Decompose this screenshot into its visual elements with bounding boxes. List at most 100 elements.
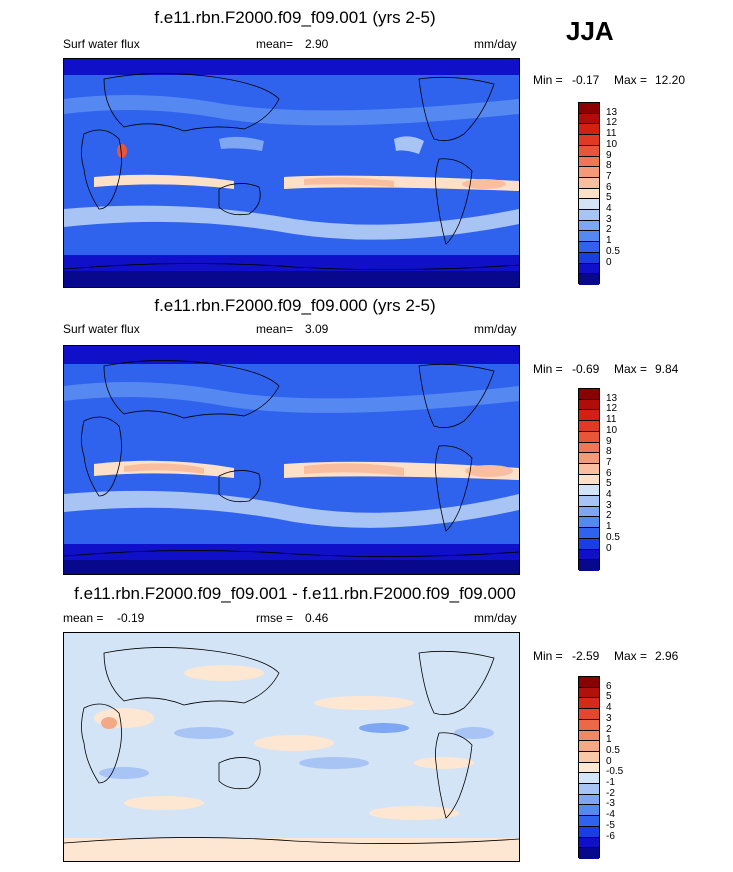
panel-3-rmse-label: rmse =	[256, 611, 294, 625]
colorbar-tick-label: -4	[606, 809, 615, 821]
colorbar-tick-label: 6	[606, 181, 612, 193]
colorbar-tick-label: 10	[606, 424, 618, 436]
panel-2-map-svg	[64, 346, 519, 574]
panel-1-min-label: Min =	[533, 73, 563, 87]
panel-1-map-svg	[64, 59, 519, 287]
colorbar-swatch	[579, 837, 599, 849]
colorbar-swatch	[579, 188, 599, 200]
colorbar-swatch	[579, 496, 599, 507]
colorbar-tick-label: 12	[606, 403, 618, 415]
colorbar-tick-label: 2	[606, 723, 612, 735]
colorbar-swatch	[579, 242, 599, 253]
colorbar-swatch	[579, 177, 599, 189]
colorbar-tick-label: 1	[606, 235, 612, 247]
panel-1-map	[63, 58, 520, 288]
colorbar-swatch	[579, 719, 599, 731]
colorbar-tick-label: -6	[606, 830, 615, 842]
colorbar-tick-label: 5	[606, 691, 612, 703]
colorbar-swatch	[579, 549, 599, 561]
colorbar-swatch	[579, 709, 599, 720]
colorbar-swatch	[579, 741, 599, 752]
panel-2-mean-label: mean=	[256, 322, 294, 336]
colorbar-tick-label: 0	[606, 256, 612, 268]
panel-1-min-value: -0.17	[572, 73, 600, 87]
colorbar-tick-label: 4	[606, 702, 612, 714]
panel-2-variable-label: Surf water flux	[63, 322, 140, 336]
colorbar-swatch	[579, 231, 599, 243]
panel-2-max-label: Max =	[614, 362, 648, 376]
colorbar-tick-label: 10	[606, 138, 618, 150]
colorbar-swatch	[579, 677, 599, 688]
colorbar-tick-label: 13	[606, 106, 618, 118]
colorbar-swatch	[579, 773, 599, 785]
panel-2-units: mm/day	[474, 322, 517, 336]
colorbar-swatch	[579, 485, 599, 497]
panel-3-min-value: -2.59	[572, 649, 600, 663]
colorbar-swatch	[579, 698, 599, 710]
colorbar-swatch	[579, 517, 599, 529]
colorbar-tick-label: 7	[606, 170, 612, 182]
panel-3-map-svg	[64, 633, 519, 861]
panel-2-map	[63, 345, 520, 575]
colorbar-tick-label: 1	[606, 734, 612, 746]
colorbar-tick-label: 1	[606, 521, 612, 533]
colorbar-tick-label: -3	[606, 798, 615, 810]
colorbar-swatch	[579, 410, 599, 422]
colorbar-swatch	[579, 474, 599, 486]
colorbar-tick-label: 11	[606, 128, 617, 140]
colorbar-swatch	[579, 826, 599, 838]
colorbar-tick-label: 4	[606, 203, 612, 215]
panel-1-mean-label: mean=	[256, 37, 294, 51]
colorbar-tick-label: 6	[606, 467, 612, 479]
colorbar-tick-label: 13	[606, 392, 618, 404]
colorbar-tick-label: 4	[606, 489, 612, 501]
panel-3-max-value: 2.96	[655, 649, 679, 663]
colorbar-tick-label: 5	[606, 192, 612, 204]
panel-2-max-value: 9.84	[655, 362, 679, 376]
colorbar-swatch	[579, 794, 599, 806]
colorbar-swatch	[579, 528, 599, 539]
colorbar-tick-label: 6	[606, 680, 612, 692]
colorbar-swatch	[579, 389, 599, 400]
colorbar-swatch	[579, 103, 599, 114]
colorbar-swatch	[579, 560, 599, 571]
panel-1-units: mm/day	[474, 37, 517, 51]
colorbar-tick-label: 0	[606, 542, 612, 554]
colorbar-swatch	[579, 263, 599, 275]
panel-2-colorbar	[578, 388, 600, 571]
colorbar-swatch	[579, 730, 599, 742]
colorbar-tick-label: 5	[606, 478, 612, 490]
colorbar-swatch	[579, 156, 599, 168]
colorbar-tick-label: 0.5	[606, 744, 620, 756]
colorbar-swatch	[579, 784, 599, 795]
panel-3-mean-label: mean =	[63, 611, 104, 625]
colorbar-tick-label: 8	[606, 446, 612, 458]
panel-3-map	[63, 632, 520, 862]
colorbar-swatch	[579, 421, 599, 432]
colorbar-swatch	[579, 453, 599, 464]
colorbar-tick-label: 0.5	[606, 531, 620, 543]
colorbar-swatch	[579, 399, 599, 411]
panel-2-min-label: Min =	[533, 362, 563, 376]
colorbar-swatch	[579, 113, 599, 125]
panel-3-colorbar	[578, 676, 600, 859]
colorbar-swatch	[579, 463, 599, 475]
colorbar-swatch	[579, 687, 599, 699]
panel-3-rmse-value: 0.46	[305, 611, 329, 625]
colorbar-swatch	[579, 751, 599, 763]
colorbar-tick-label: 3	[606, 213, 612, 225]
colorbar-tick-label: 8	[606, 160, 612, 172]
colorbar-swatch	[579, 816, 599, 827]
panel-1-max-label: Max =	[614, 73, 648, 87]
panel-3-mean-value: -0.19	[117, 611, 145, 625]
colorbar-tick-label: 2	[606, 224, 612, 236]
colorbar-swatch	[579, 167, 599, 178]
panel-2-mean-value: 3.09	[305, 322, 329, 336]
season-label: JJA	[566, 16, 614, 46]
panel-1-colorbar	[578, 102, 600, 285]
panel-1-variable-label: Surf water flux	[63, 37, 140, 51]
colorbar-swatch	[579, 274, 599, 285]
panel-1-max-value: 12.20	[655, 73, 686, 87]
colorbar-tick-label: -5	[606, 819, 615, 831]
colorbar-tick-label: 7	[606, 456, 612, 468]
